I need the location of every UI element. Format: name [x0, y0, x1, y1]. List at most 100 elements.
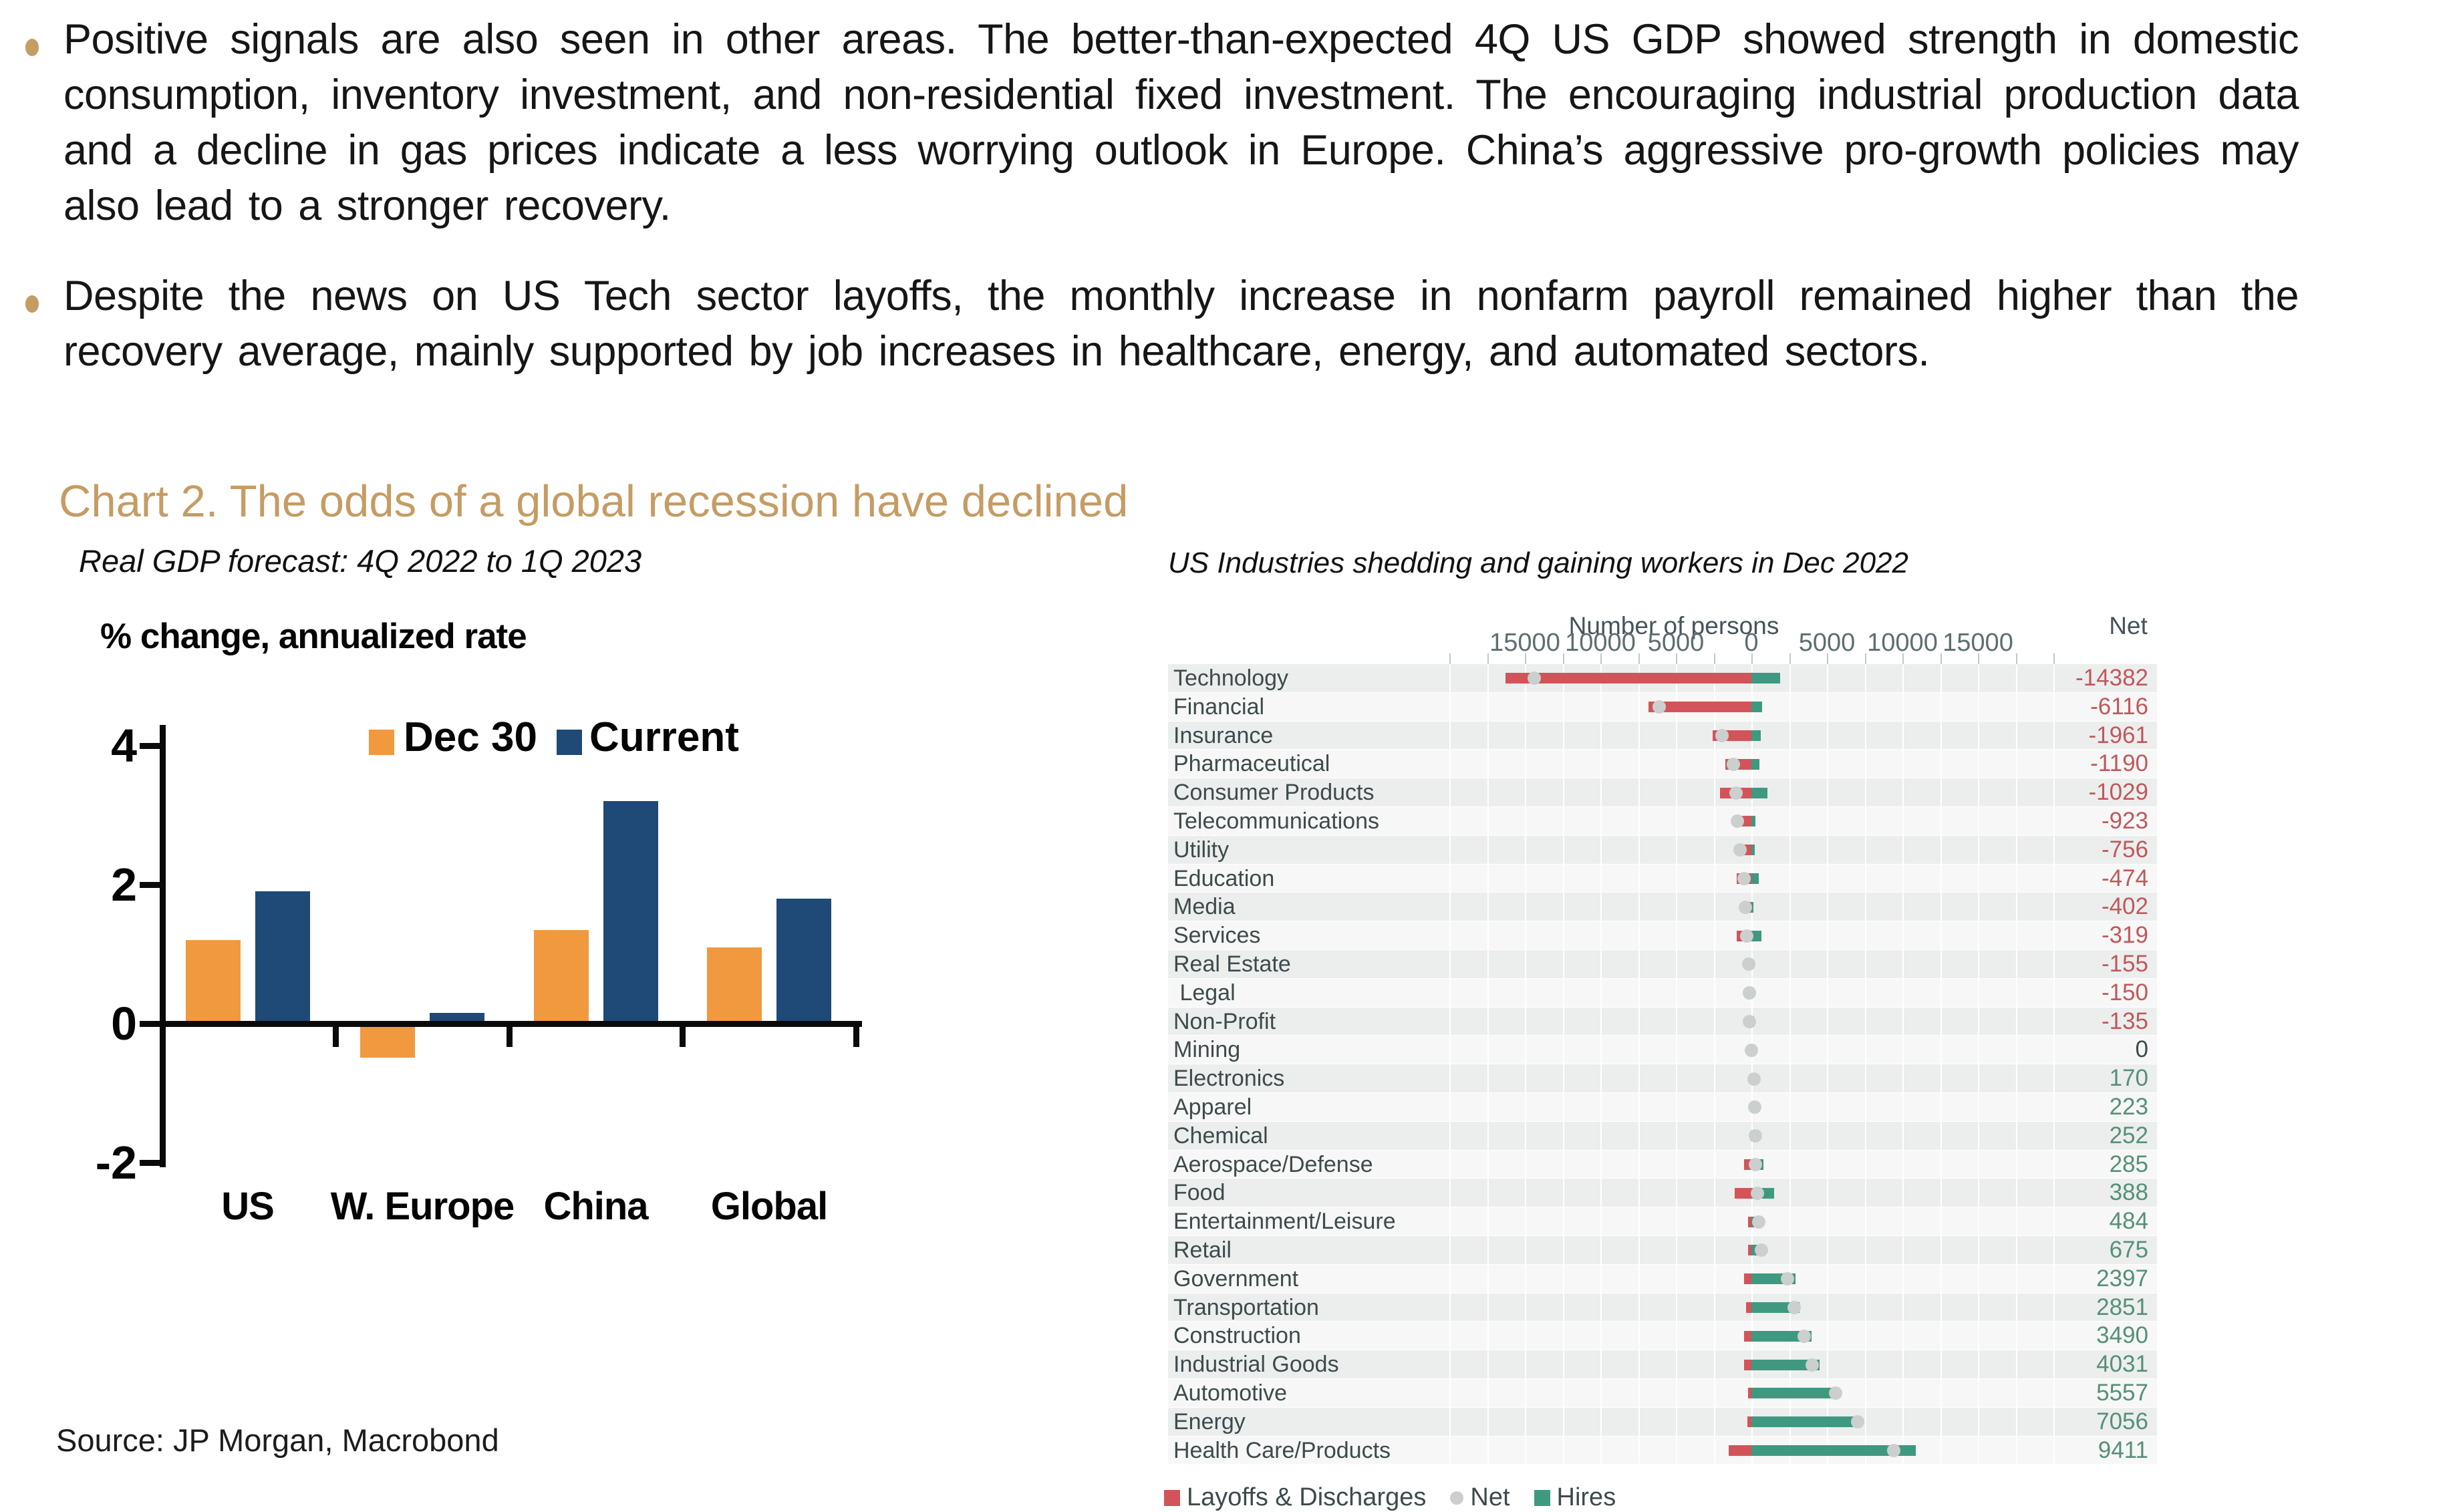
net-dot — [1745, 1044, 1758, 1057]
net-value: 7056 — [2005, 1408, 2148, 1437]
x-axis-tick — [680, 1027, 686, 1047]
industry-row-label: Real Estate — [1173, 950, 1461, 979]
gdp-bar-dec30-china — [534, 930, 589, 1024]
net-dot — [1829, 1386, 1842, 1400]
net-value: -1961 — [2005, 722, 2148, 750]
gdp-bar-current-us — [255, 891, 310, 1024]
layoffs-bar — [1744, 1273, 1751, 1284]
hires-bar — [1751, 845, 1755, 855]
industry-row-label: Health Care/Products — [1173, 1437, 1461, 1465]
persons-axis-tick — [1525, 653, 1526, 664]
net-dot — [1715, 729, 1729, 742]
industry-row-label: Government — [1173, 1265, 1461, 1294]
y-axis-tick — [140, 1021, 160, 1027]
hires-bar — [1751, 759, 1759, 770]
industry-row-label: Chemical — [1173, 1122, 1461, 1151]
persons-axis-tick — [1978, 653, 1979, 664]
layoffs-bar — [1729, 1445, 1751, 1456]
plot-gridline — [1751, 664, 1753, 1465]
persons-axis-tick — [1714, 653, 1715, 664]
plot-gridline — [1676, 664, 1677, 1465]
legend-item-net: Net — [1450, 1483, 1510, 1512]
industry-row-label: Automotive — [1173, 1379, 1461, 1408]
net-value: 675 — [2005, 1236, 2148, 1265]
net-value: -135 — [2005, 1008, 2148, 1036]
persons-axis-tick — [1827, 653, 1828, 664]
industry-row-label: Aerospace/Defense — [1173, 1151, 1461, 1179]
plot-gridline — [1827, 664, 1828, 1465]
industry-row-label: Utility — [1173, 836, 1461, 865]
net-value: 484 — [2005, 1207, 2148, 1236]
industry-row-label: Insurance — [1173, 722, 1461, 750]
persons-axis-tick — [1789, 653, 1791, 664]
hires-bar — [1751, 730, 1761, 741]
net-value: 0 — [2005, 1036, 2148, 1064]
hires-bar — [1751, 816, 1755, 826]
swatch-icon — [1534, 1490, 1550, 1506]
industry-row-label: Entertainment/Leisure — [1173, 1207, 1461, 1236]
net-dot — [1743, 1015, 1756, 1028]
net-value: -155 — [2005, 950, 2148, 979]
persons-axis-tick — [1600, 653, 1602, 664]
industry-row-label: Industrial Goods — [1173, 1350, 1461, 1379]
gdp-bar-dec30-us — [186, 940, 241, 1024]
legend-item-label: Net — [1470, 1483, 1510, 1512]
legend-item-label: Layoffs & Discharges — [1187, 1483, 1426, 1512]
industry-row-label: Media — [1173, 893, 1461, 921]
swatch-icon — [1164, 1490, 1180, 1506]
y-axis-tick — [140, 743, 160, 749]
net-dot-icon — [1450, 1491, 1463, 1505]
persons-axis-tick — [1487, 653, 1489, 664]
net-value: 223 — [2005, 1093, 2148, 1122]
industry-row-label: Legal — [1173, 979, 1461, 1008]
net-dot — [1733, 843, 1747, 857]
layoffs-bar — [1744, 1331, 1751, 1342]
industry-row-label: Services — [1173, 921, 1461, 950]
x-axis-zero-line — [160, 1021, 862, 1027]
persons-axis-tick — [2016, 653, 2017, 664]
hires-bar — [1751, 1416, 1862, 1427]
industry-row-label: Technology — [1173, 664, 1461, 693]
gdp-bar-dec30-global — [707, 947, 762, 1024]
x-axis-tick — [507, 1027, 513, 1047]
hires-bar — [1751, 1388, 1839, 1398]
net-value: 5557 — [2005, 1379, 2148, 1408]
y-axis-line — [160, 725, 166, 1167]
layoffs-bar — [1735, 1188, 1751, 1199]
source-note: Source: JP Morgan, Macrobond — [56, 1422, 499, 1459]
net-dot — [1751, 1187, 1764, 1200]
net-value: -1190 — [2005, 750, 2148, 778]
persons-axis-tick — [1638, 653, 1640, 664]
industry-row-label: Non-Profit — [1173, 1008, 1461, 1036]
hires-bar — [1751, 788, 1767, 798]
persons-axis-tick — [1902, 653, 1904, 664]
plot-gridline — [1941, 664, 1942, 1465]
net-value: -319 — [2005, 921, 2148, 950]
industry-row-label: Apparel — [1173, 1093, 1461, 1122]
plot-gridline — [1789, 664, 1791, 1465]
net-value: -756 — [2005, 836, 2148, 865]
net-dot — [1887, 1444, 1900, 1457]
plot-gridline — [1525, 664, 1526, 1465]
persons-axis-tick-label: 15000 — [1924, 629, 2031, 656]
industry-row-label: Pharmaceutical — [1173, 750, 1461, 778]
industry-row-label: Financial — [1173, 693, 1461, 722]
hires-bar — [1751, 702, 1762, 712]
plot-gridline — [1714, 664, 1715, 1465]
y-axis-tick — [140, 1160, 160, 1166]
gdp-bar-current-global — [776, 899, 831, 1024]
industry-row-label: Energy — [1173, 1408, 1461, 1437]
net-value: 2851 — [2005, 1294, 2148, 1322]
net-value: 170 — [2005, 1064, 2148, 1093]
net-dot — [1798, 1330, 1811, 1343]
hires-bar — [1751, 673, 1780, 684]
layoffs-bar — [1744, 1360, 1751, 1370]
net-dot — [1806, 1358, 1819, 1372]
persons-axis-tick — [1941, 653, 1942, 664]
plot-gridline — [1487, 664, 1489, 1465]
gdp-bar-current-china — [603, 801, 658, 1024]
net-dot — [1752, 1215, 1765, 1229]
net-value: -923 — [2005, 807, 2148, 836]
